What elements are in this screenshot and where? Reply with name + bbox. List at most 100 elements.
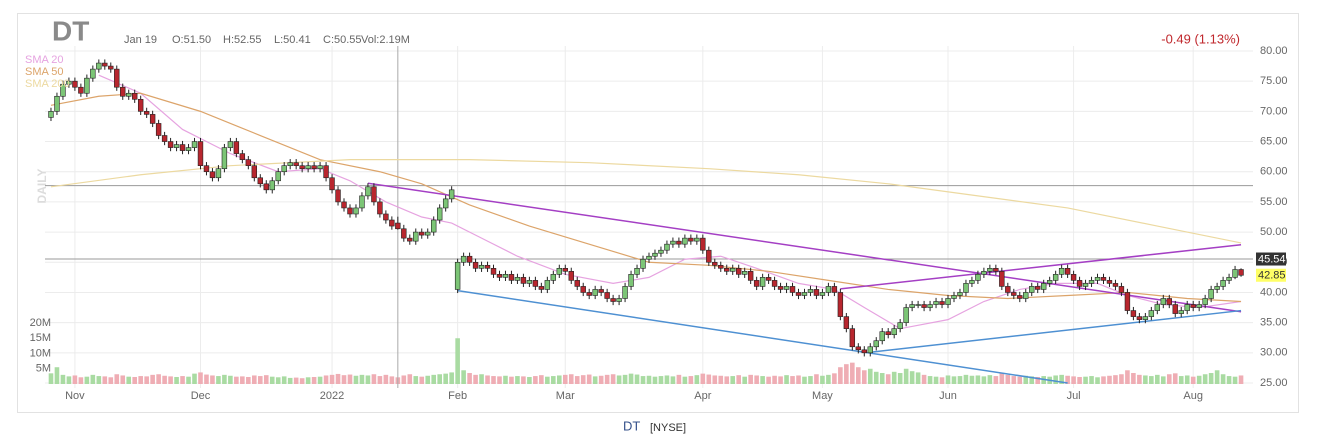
candle bbox=[915, 300, 921, 309]
volume-bar bbox=[497, 376, 502, 384]
trend-line bbox=[870, 309, 1242, 353]
candle-body bbox=[598, 289, 604, 293]
volume-bar bbox=[1232, 376, 1238, 384]
candle-body bbox=[1124, 292, 1131, 311]
candle-body bbox=[921, 304, 927, 308]
candle-body bbox=[251, 165, 258, 179]
volume-bar bbox=[814, 374, 819, 384]
volume-bar bbox=[222, 374, 227, 384]
candle bbox=[1142, 312, 1149, 324]
candle bbox=[891, 325, 897, 339]
x-tick-label: Nov bbox=[65, 390, 85, 402]
candle-body bbox=[538, 286, 545, 290]
ohlc-label: L:50.41 bbox=[274, 34, 311, 46]
candle-body bbox=[1040, 283, 1047, 290]
volume-bar bbox=[263, 375, 269, 384]
candle bbox=[1214, 282, 1220, 294]
candle-body bbox=[1184, 304, 1190, 311]
candle-body bbox=[1118, 286, 1125, 293]
candle-body bbox=[478, 264, 485, 269]
footer-exchange: [NYSE] bbox=[650, 422, 686, 434]
candle bbox=[1112, 279, 1119, 291]
volume-bar bbox=[724, 376, 730, 384]
volume-bar bbox=[515, 376, 520, 384]
candle-body bbox=[120, 86, 126, 97]
volume-tick-label: 20M bbox=[30, 317, 51, 329]
candle-body bbox=[933, 301, 939, 305]
candle-body bbox=[879, 331, 885, 342]
y-tick-label: 35.00 bbox=[1260, 317, 1288, 329]
volume-bar bbox=[598, 375, 604, 384]
volume-bar bbox=[580, 375, 586, 384]
volume-label: Vol:2.19M bbox=[361, 34, 410, 46]
candle bbox=[436, 204, 443, 224]
candle-body bbox=[765, 277, 772, 281]
candle-body bbox=[885, 331, 891, 336]
candle-body bbox=[48, 111, 54, 118]
candle-body bbox=[951, 295, 957, 299]
candle bbox=[395, 216, 401, 230]
volume-bar bbox=[664, 375, 670, 384]
candle bbox=[425, 228, 431, 239]
candle-body bbox=[233, 141, 240, 154]
candle bbox=[897, 319, 903, 333]
candle-body bbox=[771, 280, 778, 287]
candle bbox=[1070, 270, 1077, 285]
candle-body bbox=[658, 249, 664, 254]
candle-body bbox=[1011, 292, 1017, 296]
candle-body bbox=[1172, 304, 1178, 314]
x-tick-label: 2022 bbox=[320, 390, 344, 402]
volume-bar bbox=[269, 376, 275, 384]
candle-body bbox=[484, 264, 491, 269]
volume-bar bbox=[305, 377, 311, 384]
candle-body bbox=[221, 147, 228, 170]
candle-body bbox=[466, 255, 473, 263]
candle bbox=[179, 140, 186, 155]
volume-bar bbox=[551, 376, 556, 384]
price-tag-label: 45.54 bbox=[1258, 253, 1286, 265]
candle bbox=[257, 174, 263, 188]
volume-bar bbox=[610, 374, 616, 384]
volume-bar bbox=[114, 374, 120, 384]
candle-body bbox=[586, 292, 592, 296]
candle bbox=[413, 228, 419, 245]
volume-bar bbox=[754, 375, 759, 384]
volume-bar bbox=[317, 376, 323, 384]
candle-body bbox=[132, 92, 138, 100]
volume-bar bbox=[682, 376, 688, 384]
volume-bar bbox=[1023, 375, 1029, 384]
volume-bar bbox=[419, 376, 425, 384]
candle-body bbox=[550, 274, 557, 281]
candle bbox=[102, 59, 108, 70]
candle bbox=[616, 294, 622, 306]
candle-body bbox=[78, 86, 84, 94]
candle bbox=[508, 270, 515, 285]
x-tick-label: Aug bbox=[1183, 390, 1203, 402]
candle bbox=[143, 107, 150, 119]
volume-bar bbox=[108, 377, 114, 384]
volume-bar bbox=[784, 375, 789, 384]
candle bbox=[981, 267, 987, 278]
volume-bar bbox=[604, 374, 610, 384]
candle-body bbox=[574, 280, 580, 287]
volume-bar bbox=[556, 375, 562, 384]
candle-body bbox=[831, 286, 838, 293]
candle bbox=[945, 294, 951, 309]
candle-body bbox=[909, 304, 915, 308]
candle bbox=[975, 270, 981, 285]
candle bbox=[1136, 312, 1143, 324]
volume-bar bbox=[1005, 374, 1011, 384]
volume-bar bbox=[592, 376, 598, 384]
volume-bar bbox=[365, 375, 371, 384]
candle-body bbox=[1208, 289, 1214, 299]
volume-bar bbox=[347, 374, 353, 384]
volume-bar bbox=[389, 376, 395, 384]
volume-bar bbox=[646, 375, 652, 384]
candle-body bbox=[801, 292, 808, 296]
candle bbox=[466, 252, 473, 266]
volume-bar bbox=[867, 368, 873, 384]
candle bbox=[909, 300, 915, 312]
volume-bar bbox=[401, 375, 407, 384]
candle bbox=[730, 264, 736, 275]
candle-body bbox=[191, 141, 198, 148]
